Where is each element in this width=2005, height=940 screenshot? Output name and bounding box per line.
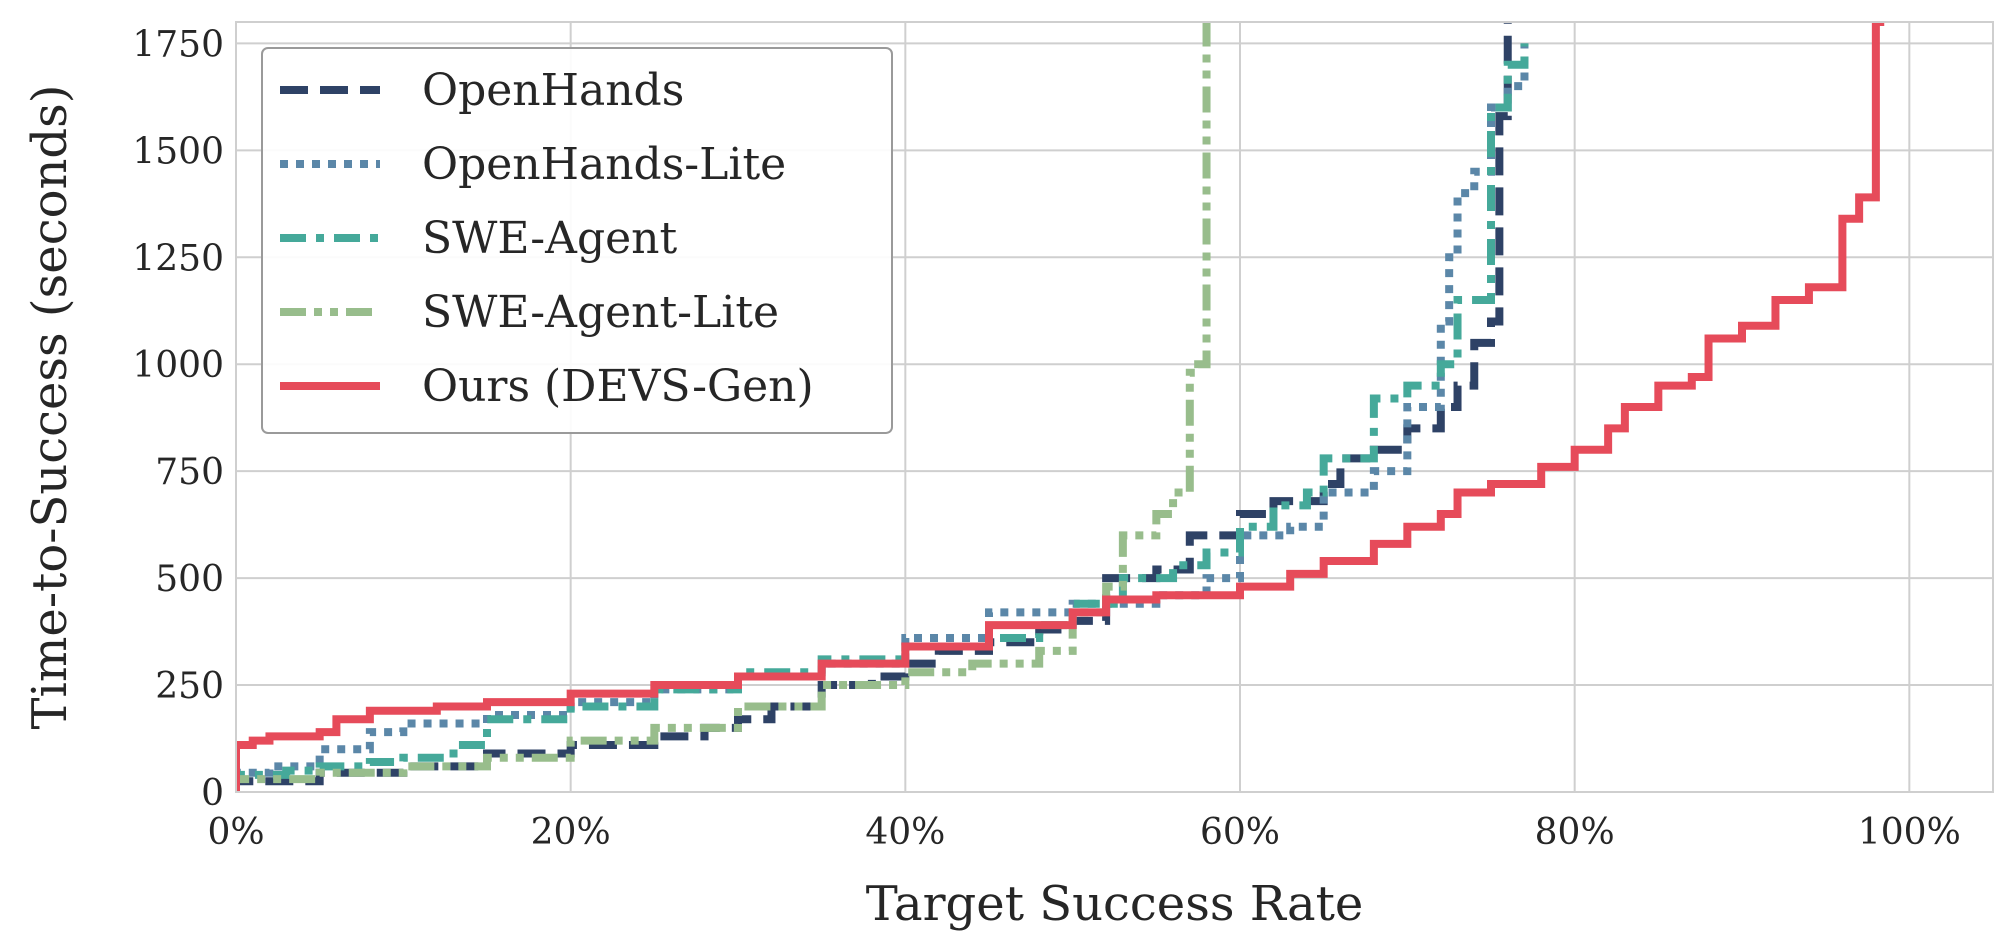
x-tick-label: 20% <box>531 812 611 853</box>
legend-label: SWE-Agent <box>422 213 677 264</box>
x-tick-label: 40% <box>865 812 945 853</box>
x-tick-label: 80% <box>1535 812 1615 853</box>
series-line-swe-agent-lite <box>236 22 1211 792</box>
y-tick-label: 250 <box>155 666 224 707</box>
legend-label: Ours (DEVS-Gen) <box>422 361 814 412</box>
series-line-openhands-lite <box>236 43 1529 792</box>
legend-label: OpenHands <box>422 65 684 116</box>
x-tick-label: 0% <box>207 812 264 853</box>
y-tick-label: 1500 <box>132 131 224 172</box>
y-axis-label: Time-to-Success (seconds) <box>22 85 78 730</box>
plot-series <box>236 22 1885 792</box>
x-axis-label: Target Success Rate <box>866 876 1364 932</box>
plot-frame <box>235 21 1994 793</box>
y-tick-label: 1000 <box>132 345 224 386</box>
x-tick-label: 100% <box>1858 812 1961 853</box>
y-axis-ticks: 0 250 500 750 1000 1250 1500 1750 <box>132 24 224 814</box>
x-tick-label: 60% <box>1200 812 1280 853</box>
series-line-ours-devs-gen <box>236 22 1885 792</box>
legend-label: OpenHands-Lite <box>422 139 786 190</box>
y-tick-label: 1750 <box>132 24 224 65</box>
x-axis-ticks: 0% 20% 40% 60% 80% 100% <box>207 812 1960 853</box>
y-tick-label: 0 <box>201 773 224 814</box>
legend: OpenHands OpenHands-Lite SWE-Agent SWE-Agen… <box>261 47 893 434</box>
legend-frame <box>261 47 893 434</box>
y-tick-label: 750 <box>155 452 224 493</box>
y-tick-label: 1250 <box>132 238 224 279</box>
legend-label: SWE-Agent-Lite <box>422 287 779 338</box>
y-tick-label: 500 <box>155 559 224 600</box>
